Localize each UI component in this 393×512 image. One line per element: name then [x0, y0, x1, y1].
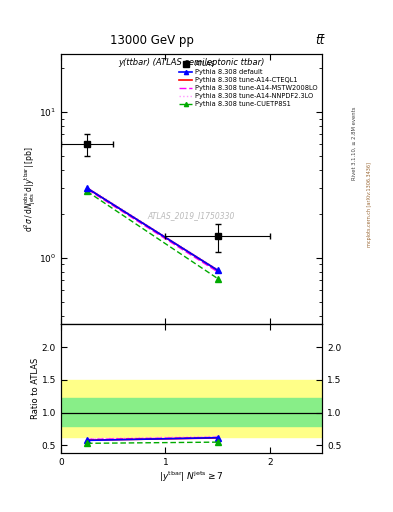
- Legend: ATLAS, Pythia 8.308 default, Pythia 8.308 tune-A14-CTEQL1, Pythia 8.308 tune-A14: ATLAS, Pythia 8.308 default, Pythia 8.30…: [178, 60, 319, 109]
- Text: 13000 GeV pp: 13000 GeV pp: [110, 34, 194, 47]
- Y-axis label: Ratio to ATLAS: Ratio to ATLAS: [31, 358, 40, 419]
- Text: tt̅: tt̅: [315, 34, 324, 47]
- X-axis label: $|y^{\mathrm{tbar}}|\;N^{\mathrm{jets}} \geq 7$: $|y^{\mathrm{tbar}}|\;N^{\mathrm{jets}} …: [159, 470, 224, 484]
- Text: mcplots.cern.ch [arXiv:1306.3436]: mcplots.cern.ch [arXiv:1306.3436]: [367, 162, 373, 247]
- Text: ATLAS_2019_I1750330: ATLAS_2019_I1750330: [148, 211, 235, 221]
- Text: Rivet 3.1.10, ≥ 2.8M events: Rivet 3.1.10, ≥ 2.8M events: [352, 106, 357, 180]
- Text: y(ttbar) (ATLAS semileptonic ttbar): y(ttbar) (ATLAS semileptonic ttbar): [118, 58, 265, 67]
- Y-axis label: $\mathrm{d}^2\sigma\,/\,\mathrm{d}N^{\mathrm{obs}}_{\mathrm{jets}}\,\mathrm{d}|y: $\mathrm{d}^2\sigma\,/\,\mathrm{d}N^{\ma…: [22, 146, 37, 232]
